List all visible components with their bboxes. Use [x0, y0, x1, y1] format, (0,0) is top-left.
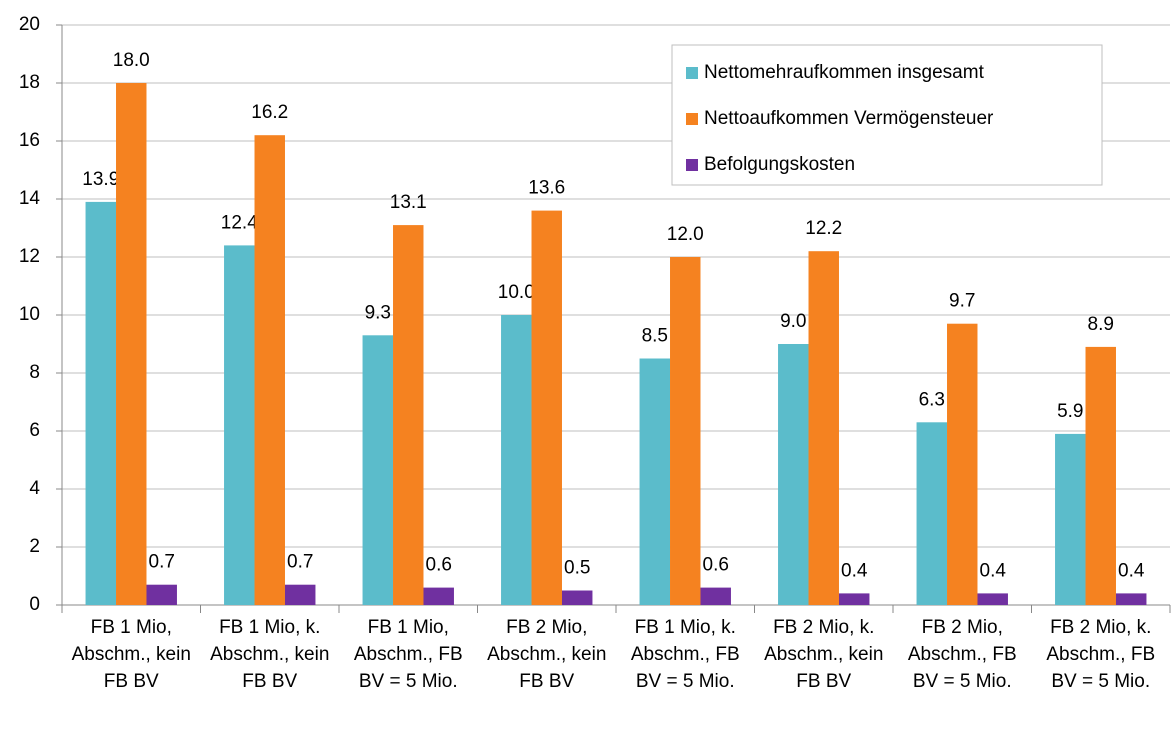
value-label: 0.5: [564, 558, 590, 579]
legend-label: Befolgungskosten: [704, 154, 855, 175]
x-tick-label: FB 2 Mio, Abschm., FB BV = 5 Mio.: [907, 617, 1017, 692]
bar: [531, 210, 562, 605]
y-tick-label: 2: [29, 536, 40, 557]
bar: [947, 323, 978, 605]
bar: [116, 83, 147, 605]
value-label: 8.9: [1088, 314, 1114, 335]
value-label: 0.7: [287, 552, 313, 573]
legend-box: [671, 44, 1103, 186]
bar: [254, 135, 285, 605]
bar: [808, 251, 839, 605]
bar: [146, 584, 177, 605]
bar: [393, 225, 424, 605]
value-label: 9.0: [780, 311, 806, 332]
x-tick-label: FB 1 Mio, Abschm., FB BV = 5 Mio.: [353, 617, 463, 692]
bar: [224, 245, 255, 605]
value-label: 13.9: [82, 169, 119, 190]
bar: [362, 335, 394, 605]
bar: [700, 587, 731, 605]
bar: [561, 590, 593, 605]
value-label: 0.7: [149, 552, 175, 573]
value-label: 13.1: [390, 192, 427, 213]
value-label: 9.7: [949, 291, 975, 312]
value-label: 12.0: [667, 224, 704, 245]
y-tick-label: 8: [29, 362, 40, 383]
value-label: 10.0: [498, 282, 535, 303]
value-label: 16.2: [251, 102, 288, 123]
legend-label: Nettomehraufkommen insgesamt: [704, 62, 985, 83]
x-tick-label: FB 1 Mio, Abschm., kein FB BV: [71, 617, 191, 692]
y-tick-label: 14: [19, 188, 41, 209]
bar: [85, 201, 117, 605]
value-label: 13.6: [528, 178, 565, 199]
value-label: 0.4: [1118, 560, 1145, 581]
bar: [501, 315, 532, 605]
bar: [423, 587, 454, 605]
bar: [778, 344, 809, 605]
y-tick-label: 4: [29, 478, 40, 499]
bar: [916, 422, 948, 605]
x-tick-label: FB 2 Mio, k. Abschm., FB BV = 5 Mio.: [1046, 617, 1156, 692]
value-label: 0.6: [703, 555, 729, 576]
bar: [284, 584, 316, 605]
value-label: 0.6: [426, 555, 452, 576]
bar: [1085, 346, 1116, 605]
bar: [838, 593, 870, 605]
bar: [670, 257, 701, 605]
x-tick-label: FB 1 Mio, k. Abschm., kein FB BV: [210, 617, 330, 692]
bar: [1055, 433, 1086, 605]
legend-swatch: [686, 113, 698, 125]
bar: [1115, 593, 1147, 605]
value-label: 0.4: [980, 560, 1007, 581]
y-tick-label: 12: [19, 246, 40, 267]
legend-swatch: [686, 159, 698, 171]
legend-swatch: [686, 67, 698, 79]
x-tick-label: FB 1 Mio, k. Abschm., FB BV = 5 Mio.: [630, 617, 740, 692]
y-tick-label: 0: [29, 594, 40, 615]
bar: [977, 593, 1008, 605]
value-label: 6.3: [919, 389, 945, 410]
x-tick-label: FB 2 Mio, Abschm., kein FB BV: [487, 617, 607, 692]
legend-label: Nettoaufkommen Vermögensteuer: [704, 108, 994, 129]
bar: [639, 358, 671, 605]
value-label: 12.4: [221, 212, 258, 233]
value-label: 12.2: [805, 218, 842, 239]
value-label: 9.3: [365, 302, 391, 323]
value-label: 8.5: [642, 326, 668, 347]
y-tick-label: 20: [19, 14, 40, 35]
y-tick-label: 16: [19, 130, 40, 151]
y-tick-label: 10: [19, 304, 40, 325]
y-tick-label: 18: [19, 72, 40, 93]
y-tick-label: 6: [29, 420, 40, 441]
value-label: 18.0: [113, 50, 150, 71]
value-label: 5.9: [1057, 401, 1083, 422]
x-tick-label: FB 2 Mio, k. Abschm., kein FB BV: [764, 617, 884, 692]
value-label: 0.4: [841, 560, 868, 581]
